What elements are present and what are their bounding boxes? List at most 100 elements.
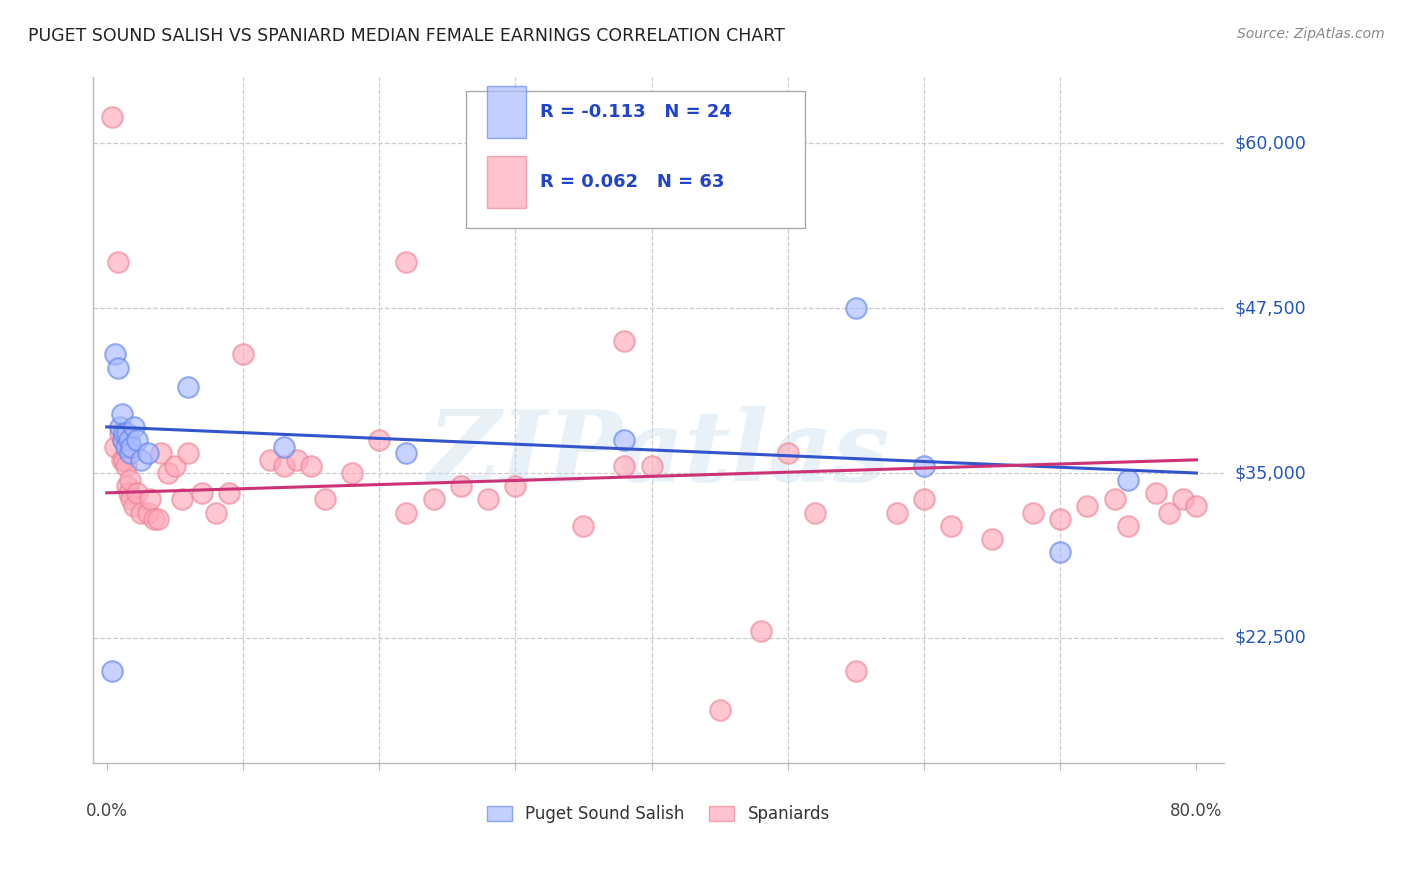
Point [114, 440, 136, 454]
Point [749, 624, 772, 639]
Point [314, 492, 336, 507]
Point [395, 506, 418, 520]
Point [912, 459, 935, 474]
FancyBboxPatch shape [486, 156, 526, 208]
Text: PUGET SOUND SALISH VS SPANIARD MEDIAN FEMALE EARNINGS CORRELATION CHART: PUGET SOUND SALISH VS SPANIARD MEDIAN FE… [28, 27, 785, 45]
Text: ZIPatlas: ZIPatlas [427, 407, 890, 503]
Point [177, 380, 200, 394]
Point [613, 459, 636, 474]
Point [218, 485, 240, 500]
Point [981, 532, 1004, 546]
Point [912, 492, 935, 507]
Point [1171, 492, 1194, 507]
Point [118, 473, 141, 487]
Point [163, 459, 186, 474]
Legend: Puget Sound Salish, Spaniards: Puget Sound Salish, Spaniards [486, 805, 830, 823]
Point [287, 453, 309, 467]
Text: 80.0%: 80.0% [1170, 802, 1223, 820]
Point [422, 492, 444, 507]
Point [1116, 473, 1139, 487]
Point [450, 479, 472, 493]
Point [395, 255, 418, 269]
Point [273, 459, 295, 474]
Point [941, 518, 963, 533]
Point [1144, 485, 1167, 500]
Point [129, 453, 152, 467]
Point [1159, 506, 1181, 520]
Point [1116, 518, 1139, 533]
Point [170, 492, 193, 507]
Point [143, 512, 166, 526]
Point [110, 426, 132, 441]
Point [1022, 506, 1045, 520]
Point [148, 512, 170, 526]
FancyBboxPatch shape [467, 91, 806, 228]
Point [505, 479, 527, 493]
Point [157, 466, 180, 480]
Text: $60,000: $60,000 [1234, 135, 1306, 153]
Point [125, 485, 148, 500]
Point [118, 446, 141, 460]
Point [177, 446, 200, 460]
Point [273, 440, 295, 454]
Point [111, 453, 134, 467]
Point [709, 703, 731, 717]
Text: $47,500: $47,500 [1234, 299, 1306, 318]
Point [122, 499, 145, 513]
Point [232, 347, 254, 361]
Point [204, 506, 226, 520]
Point [115, 426, 138, 441]
Point [395, 446, 418, 460]
Point [114, 426, 136, 441]
Point [572, 518, 595, 533]
Point [150, 446, 173, 460]
Point [112, 433, 135, 447]
Point [299, 459, 322, 474]
Point [110, 420, 132, 434]
Point [477, 492, 499, 507]
Point [122, 420, 145, 434]
Point [259, 453, 281, 467]
Point [886, 506, 908, 520]
Text: R = 0.062   N = 63: R = 0.062 N = 63 [540, 173, 724, 191]
Point [120, 440, 142, 454]
Point [115, 479, 138, 493]
FancyBboxPatch shape [486, 87, 526, 137]
Text: $35,000: $35,000 [1234, 464, 1306, 482]
Text: $22,500: $22,500 [1234, 629, 1306, 647]
Text: R = -0.113   N = 24: R = -0.113 N = 24 [540, 103, 731, 121]
Point [101, 664, 124, 678]
Point [1185, 499, 1208, 513]
Point [804, 506, 827, 520]
Point [101, 110, 124, 124]
Point [1049, 545, 1071, 559]
Text: Source: ZipAtlas.com: Source: ZipAtlas.com [1237, 27, 1385, 41]
Point [776, 446, 799, 460]
Point [104, 347, 127, 361]
Point [340, 466, 363, 480]
Point [1104, 492, 1126, 507]
Point [112, 433, 135, 447]
Point [114, 453, 136, 467]
Point [845, 301, 868, 316]
Point [613, 433, 636, 447]
Point [613, 334, 636, 348]
Point [129, 506, 152, 520]
Point [191, 485, 214, 500]
Point [107, 255, 129, 269]
Point [120, 492, 142, 507]
Point [104, 440, 127, 454]
Point [114, 459, 136, 474]
Point [368, 433, 391, 447]
Text: 0.0%: 0.0% [86, 802, 128, 820]
Point [125, 433, 148, 447]
Point [107, 360, 129, 375]
Point [136, 506, 159, 520]
Point [845, 664, 868, 678]
Point [1076, 499, 1098, 513]
Point [640, 459, 662, 474]
Point [136, 446, 159, 460]
Point [139, 492, 162, 507]
Point [111, 407, 134, 421]
Point [117, 485, 139, 500]
